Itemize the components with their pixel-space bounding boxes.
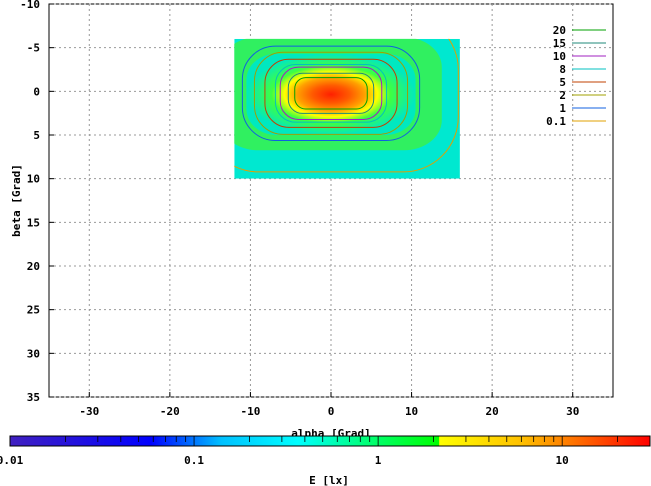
y-tick-label: 25	[27, 304, 40, 317]
colorbar-tick-label: 0.1	[184, 454, 204, 467]
y-axis-label: beta [Grad]	[10, 164, 23, 237]
x-tick-label: 20	[486, 405, 499, 418]
contour-2	[253, 51, 409, 135]
contour-10	[279, 66, 383, 121]
contour-0_1	[234, 38, 459, 173]
legend-label: 10	[553, 50, 566, 63]
colorbar-tick-label: 10	[556, 454, 569, 467]
y-tick-label: 30	[27, 347, 40, 360]
heatmap-area	[234, 38, 460, 179]
contour-lines	[234, 38, 459, 173]
y-tick-label: 10	[27, 173, 40, 186]
x-tick-label: -20	[160, 405, 180, 418]
legend-label: 20	[553, 24, 566, 37]
legend-label: 8	[559, 63, 566, 76]
legend-label: 15	[553, 37, 566, 50]
y-tick-label: 35	[27, 391, 40, 404]
x-tick-label: -30	[79, 405, 99, 418]
colorbar: 0.01 0.1 1 10 E [lx]	[0, 435, 651, 486]
contour-8	[274, 64, 388, 123]
y-axis-ticks: -10 -5 0 5 10 15 20 25 30 35	[20, 0, 54, 404]
contour-5	[264, 58, 398, 128]
heatmap-core	[246, 53, 416, 135]
y-tick-label: 15	[27, 216, 40, 229]
legend-label: 2	[559, 89, 566, 102]
colorbar-label: E [lx]	[309, 474, 349, 486]
x-tick-label: 10	[405, 405, 418, 418]
contour-20	[294, 77, 368, 110]
legend-label: 1	[559, 102, 566, 115]
legend-label: 0.1	[546, 115, 566, 128]
y-tick-label: 5	[33, 129, 40, 142]
colorbar-tick-label: 1	[375, 454, 382, 467]
contour-15	[287, 72, 375, 114]
x-tick-label: -10	[240, 405, 260, 418]
y-tick-label: -5	[27, 42, 40, 55]
x-axis-ticks: -30 -20 -10 0 10 20 30	[79, 392, 579, 418]
y-tick-label: -10	[20, 0, 40, 11]
y-tick-label: 0	[33, 85, 40, 98]
colorbar-ticks: 0.01 0.1 1 10	[0, 436, 651, 467]
x-tick-label: 30	[566, 405, 579, 418]
y-tick-label: 20	[27, 260, 40, 273]
contour-1	[241, 45, 421, 141]
colorbar-tick-label: 0.01	[0, 454, 24, 467]
x-tick-label: 0	[328, 405, 335, 418]
legend-label: 5	[559, 76, 566, 89]
